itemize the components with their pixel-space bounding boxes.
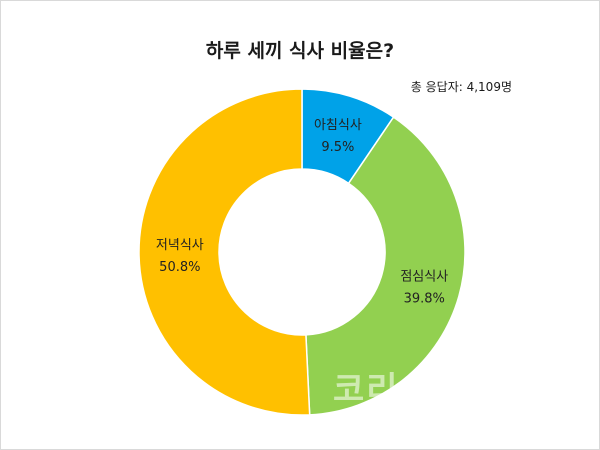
slice-value-label-3: 50.8%: [159, 260, 200, 275]
slice-value-label-1: 9.5%: [321, 140, 354, 155]
slice-name-label-2: 점심식사: [400, 269, 448, 284]
donut-slice-3: [138, 88, 311, 416]
donut-slice-2: [305, 116, 466, 416]
respondent-count: 총 응답자: 4,109명: [410, 80, 512, 94]
slice-name-label-3: 저녁식사: [156, 238, 204, 253]
slice-value-label-2: 39.8%: [404, 291, 445, 306]
watermark-text: 코리: [333, 370, 400, 410]
slice-name-label-1: 아침식사: [314, 118, 362, 133]
chart-title: 하루 세끼 식사 비율은?: [205, 40, 395, 62]
